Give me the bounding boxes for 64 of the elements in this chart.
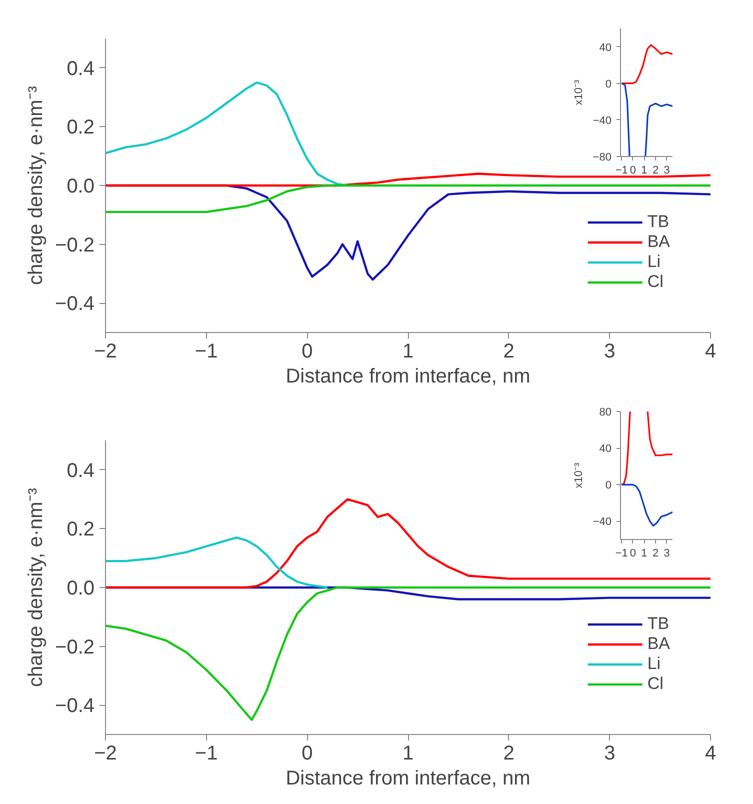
- y-tick-label: 80: [599, 406, 612, 418]
- y-tick-label: −80: [592, 152, 612, 164]
- y-axis-title: charge density, e·nm⁻³: [25, 86, 48, 285]
- y-tick-label: −0.4: [55, 293, 94, 316]
- line-series: [106, 184, 710, 214]
- line-series: [106, 172, 710, 187]
- y-tick-label: −40: [592, 114, 612, 127]
- line-series: [620, 484, 672, 527]
- x-tick-label: −1: [194, 340, 218, 362]
- y-tick-label: −40: [592, 516, 612, 528]
- x-tick-label: 0: [630, 548, 636, 560]
- legend-label: BA: [647, 232, 670, 252]
- x-axis-title: Distance from interface, nm: [286, 768, 530, 790]
- x-tick-label: 0: [302, 742, 313, 764]
- x-tick-label: 1: [641, 164, 648, 176]
- legend-label: Cl: [647, 272, 664, 292]
- x-tick-label: 4: [704, 340, 716, 362]
- line-series: [106, 82, 349, 187]
- y-tick-label: 40: [599, 42, 612, 54]
- y-axis-title: x10⁻³: [572, 462, 585, 488]
- line-series: [106, 586, 710, 721]
- legend-label: BA: [647, 634, 670, 654]
- x-tick-label: 0: [630, 164, 636, 176]
- y-tick-label: 0.2: [66, 116, 95, 139]
- line-series: [106, 536, 328, 589]
- legend-label: TB: [647, 212, 670, 232]
- legend-label: TB: [647, 614, 670, 634]
- y-tick-label: −0.2: [55, 234, 94, 256]
- line-series: [106, 498, 710, 589]
- y-tick-label: 0.4: [66, 460, 95, 482]
- line-series: [620, 44, 672, 84]
- y-axis-title: x10⁻³: [572, 79, 585, 106]
- x-tick-label: 3: [664, 548, 670, 560]
- x-tick-label: 3: [604, 340, 616, 362]
- x-axis-title: Distance from interface, nm: [286, 366, 530, 388]
- x-tick-label: 2: [652, 548, 659, 560]
- x-tick-label: −2: [94, 742, 117, 764]
- y-axis-title: charge density, e·nm⁻³: [25, 488, 48, 687]
- y-tick-label: 0.4: [66, 58, 95, 80]
- y-tick-label: 0.0: [66, 176, 95, 198]
- y-tick-label: −0.4: [55, 695, 94, 718]
- x-tick-label: 3: [664, 164, 670, 176]
- x-tick-label: −1: [615, 164, 628, 176]
- x-tick-label: 2: [652, 164, 659, 176]
- legend-label: Cl: [647, 674, 664, 694]
- x-tick-label: 1: [402, 742, 414, 764]
- x-tick-label: 0: [302, 340, 313, 362]
- y-tick-label: 40: [599, 443, 612, 456]
- legend-label: Li: [647, 654, 662, 674]
- x-tick-label: 2: [503, 340, 514, 362]
- x-tick-label: −2: [94, 340, 117, 362]
- x-tick-label: −1: [615, 548, 628, 560]
- y-tick-label: 0: [605, 480, 612, 492]
- y-tick-label: −0.2: [55, 636, 94, 658]
- x-tick-label: 1: [641, 548, 648, 560]
- y-tick-label: 0: [605, 78, 612, 90]
- x-tick-label: 2: [503, 742, 514, 764]
- y-tick-label: 0.0: [66, 578, 95, 600]
- y-tick-label: 0.2: [66, 518, 95, 541]
- x-tick-label: 1: [402, 340, 414, 362]
- x-tick-label: 4: [704, 742, 716, 764]
- legend-label: Li: [647, 252, 662, 272]
- x-tick-label: −1: [194, 742, 218, 764]
- x-tick-label: 3: [604, 742, 616, 764]
